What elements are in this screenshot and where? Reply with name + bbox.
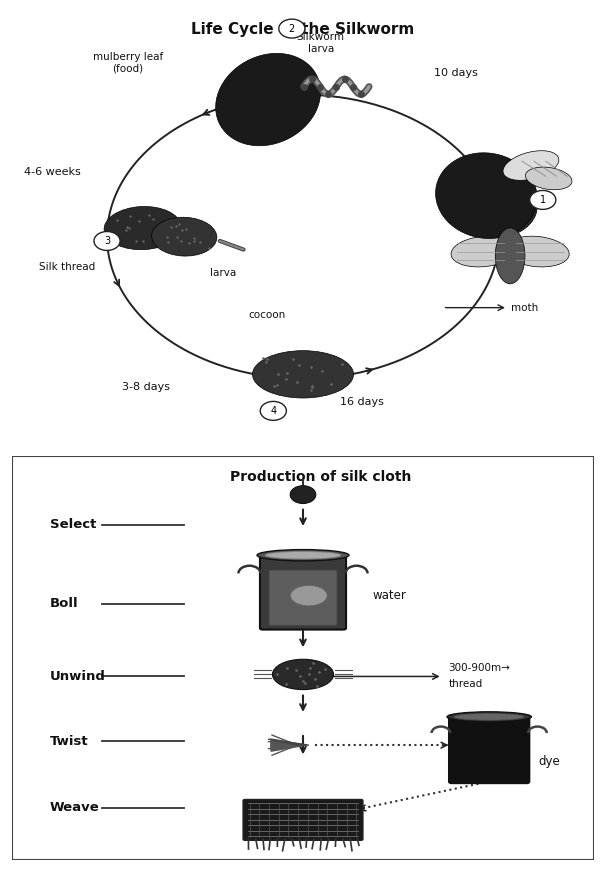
Ellipse shape bbox=[454, 713, 524, 720]
Polygon shape bbox=[271, 743, 306, 747]
Text: thread: thread bbox=[448, 680, 483, 689]
Text: Silkworm
larva: Silkworm larva bbox=[297, 32, 345, 54]
FancyBboxPatch shape bbox=[260, 554, 346, 629]
Text: Select: Select bbox=[50, 519, 96, 532]
Ellipse shape bbox=[104, 207, 181, 249]
Text: cocoon: cocoon bbox=[248, 310, 286, 320]
Text: Boll: Boll bbox=[50, 597, 79, 610]
Ellipse shape bbox=[273, 660, 333, 690]
Text: Life Cycle of the Silkworm: Life Cycle of the Silkworm bbox=[191, 22, 415, 36]
Polygon shape bbox=[271, 739, 306, 751]
Text: 4-6 weeks: 4-6 weeks bbox=[24, 167, 81, 177]
Circle shape bbox=[260, 401, 287, 421]
Text: 1: 1 bbox=[540, 195, 546, 205]
Text: 300-900m→: 300-900m→ bbox=[448, 663, 510, 673]
Text: moth: moth bbox=[511, 302, 538, 313]
Text: larva: larva bbox=[210, 269, 236, 278]
Ellipse shape bbox=[471, 181, 538, 236]
Text: 4: 4 bbox=[270, 406, 276, 416]
Text: 2: 2 bbox=[288, 23, 295, 34]
Text: Twist: Twist bbox=[50, 734, 88, 747]
FancyBboxPatch shape bbox=[449, 715, 529, 783]
Text: water: water bbox=[373, 589, 407, 602]
Text: 3-8 days: 3-8 days bbox=[122, 382, 170, 392]
Ellipse shape bbox=[436, 153, 537, 238]
Text: 3: 3 bbox=[104, 236, 110, 246]
FancyBboxPatch shape bbox=[12, 456, 594, 860]
Text: dye: dye bbox=[539, 755, 561, 768]
Polygon shape bbox=[268, 739, 309, 745]
Text: 16 days: 16 days bbox=[341, 397, 384, 408]
Ellipse shape bbox=[503, 150, 559, 181]
Circle shape bbox=[279, 19, 305, 38]
Ellipse shape bbox=[253, 351, 353, 398]
Ellipse shape bbox=[290, 586, 327, 606]
Circle shape bbox=[290, 486, 316, 503]
Text: Weave: Weave bbox=[50, 801, 99, 814]
Text: Production of silk cloth: Production of silk cloth bbox=[230, 470, 411, 484]
Circle shape bbox=[530, 190, 556, 209]
Circle shape bbox=[94, 231, 120, 250]
Text: Silk thread: Silk thread bbox=[39, 262, 95, 272]
FancyBboxPatch shape bbox=[243, 799, 363, 840]
Text: mulberry leaf
(food): mulberry leaf (food) bbox=[93, 51, 163, 73]
Ellipse shape bbox=[447, 712, 531, 722]
Ellipse shape bbox=[152, 217, 217, 256]
Ellipse shape bbox=[216, 53, 321, 146]
Text: Unwind: Unwind bbox=[50, 670, 106, 683]
Ellipse shape bbox=[265, 552, 341, 559]
FancyBboxPatch shape bbox=[269, 570, 337, 625]
Ellipse shape bbox=[257, 549, 349, 561]
Ellipse shape bbox=[495, 228, 525, 284]
Text: eggs: eggs bbox=[525, 249, 551, 259]
Ellipse shape bbox=[525, 167, 572, 189]
Ellipse shape bbox=[451, 236, 516, 267]
Text: 10 days: 10 days bbox=[434, 68, 478, 78]
Ellipse shape bbox=[504, 236, 569, 267]
